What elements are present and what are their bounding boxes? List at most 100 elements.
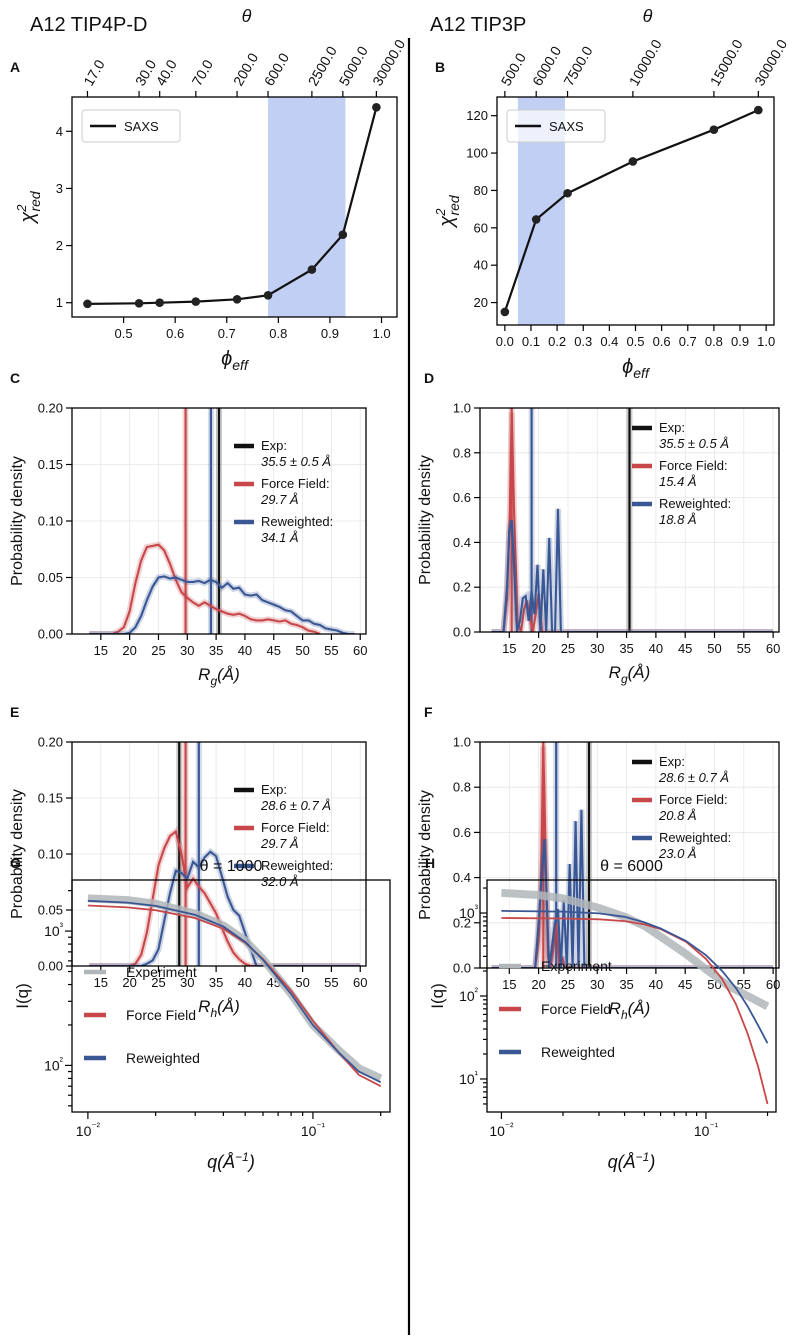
legend: Exp:28.6 ± 0.7 Å Force Field:20.8 Å Reweig… <box>632 754 731 861</box>
legend-label: Exp: <box>261 438 287 453</box>
chart-H: 10⁻² 10⁻¹ 10¹ 10² 10³ Experiment Force Field Re… <box>425 855 777 1172</box>
x-tick-label: 35 <box>209 643 223 658</box>
y-tick-label: 0.10 <box>38 514 63 529</box>
x-tick-label: 40 <box>238 975 252 990</box>
top-tick-label: 600.0 <box>261 50 292 89</box>
y-tick-label: 0.05 <box>38 903 63 918</box>
legend-value: 32.0 Å <box>261 874 299 889</box>
x-tick-label: 60 <box>353 643 367 658</box>
y-axis-label: Probability density <box>417 455 434 585</box>
top-tick-label: 70.0 <box>189 57 217 89</box>
y-tick-label: 0.0 <box>453 961 471 976</box>
panel-label-D: D <box>424 370 434 386</box>
y-axis-label: I(q) <box>13 983 32 1009</box>
x-tick-label: 25 <box>151 975 165 990</box>
x-tick-label: 0.7 <box>679 334 697 349</box>
x-tick-label: 55 <box>324 975 338 990</box>
y-tick-label: 0.00 <box>38 959 63 974</box>
top-tick-label: 17.0 <box>80 57 108 89</box>
x-tick-label: 0.8 <box>269 326 287 341</box>
x-tick-label: 0.7 <box>218 326 236 341</box>
legend-label: Experiment <box>126 964 197 980</box>
top-tick-label: 15000.0 <box>707 36 746 88</box>
data-point <box>338 230 348 240</box>
y-axis-label: χ2red <box>433 194 462 229</box>
panel-label-E: E <box>10 704 19 720</box>
top-tick-label: 40.0 <box>152 57 180 89</box>
x-tick-label: 30 <box>180 643 194 658</box>
panel-label-H: H <box>425 855 435 871</box>
legend-label: Exp: <box>261 782 287 797</box>
data-point <box>307 265 317 274</box>
x-tick-label: 60 <box>766 977 780 992</box>
data-point <box>263 290 273 300</box>
top-tick-label: 10000.0 <box>626 36 665 88</box>
legend-value: 35.5 ± 0.5 Å <box>659 436 729 451</box>
x-tick-label: 1.0 <box>757 334 775 349</box>
legend-value: 28.6 ± 0.7 Å <box>260 798 331 813</box>
y-tick-label: 0.8 <box>453 445 471 460</box>
y-tick-label: 3 <box>56 181 63 196</box>
y-tick-label: 0.2 <box>453 915 471 930</box>
x-tick-label: 15 <box>502 977 516 992</box>
y-tick-label: 0.15 <box>38 791 63 806</box>
chart-B: 0.0 0.1 0.2 0.3 0.4 0.5 0.6 0.7 0.8 0.9 1.0 20 40 60 8… <box>433 6 790 381</box>
chart-E: 15 20 25 30 35 40 45 50 55 600.000.050.100.150.20… <box>9 704 367 1020</box>
x-tick-label: 25 <box>561 977 575 992</box>
series-line-reweighted <box>501 910 769 1044</box>
legend-label: Reweighted: <box>261 514 333 529</box>
legend-label: Force Field <box>126 1007 196 1023</box>
y-tick-label: 10¹ <box>459 1070 479 1087</box>
top-axis-title: θ <box>242 6 252 26</box>
shaded-region <box>268 97 346 317</box>
data-point <box>628 157 638 166</box>
top-tick-label: 200.0 <box>230 50 261 89</box>
y-tick-label: 10³ <box>44 922 64 939</box>
header-left: A12 TIP4P-D <box>30 14 147 36</box>
legend: Exp:35.5 ± 0.5 Å Force Field:15.4 Å Reweig… <box>632 420 731 527</box>
x-tick-label: 1.0 <box>372 326 390 341</box>
x-tick-label: 0.6 <box>653 334 671 349</box>
x-tick-label: 0.9 <box>321 326 339 341</box>
data-point <box>191 297 201 306</box>
x-tick-label: 0.8 <box>705 334 723 349</box>
y-tick-label: 10² <box>459 987 479 1004</box>
legend-label: Force Field: <box>659 458 728 473</box>
y-axis-label: I(q) <box>428 983 447 1009</box>
y-tick-label: 10³ <box>459 904 479 921</box>
x-axis-label: Rh(Å) <box>198 997 240 1020</box>
x-axis-label: ϕeff <box>622 356 651 381</box>
legend-label: Reweighted <box>541 1044 615 1060</box>
chart-F: 15 20 25 30 35 40 45 50 55 600.00.20.40.60.81.0Ex… <box>417 704 780 1022</box>
x-tick-label: 0.4 <box>600 334 618 349</box>
x-tick-label: 50 <box>707 641 721 656</box>
legend-label: Reweighted: <box>261 858 333 873</box>
x-tick-label: 15 <box>94 643 108 658</box>
x-axis-label: Rh(Å) <box>609 999 651 1022</box>
top-tick-label: 30000.0 <box>369 36 408 88</box>
legend-label: Reweighted: <box>659 496 731 511</box>
data-point <box>134 298 144 308</box>
legend-label: Experiment <box>541 958 612 974</box>
x-tick-label: 0.1 <box>522 334 540 349</box>
legend-label: Exp: <box>659 754 685 769</box>
x-tick-label: 45 <box>678 977 692 992</box>
x-tick-label: 40 <box>238 643 252 658</box>
y-axis-label: χ2red <box>14 190 43 225</box>
chart-A: 0.5 0.6 0.7 0.8 0.9 1.0 1 2 3 4 17.0 30.040.0 70.0 20… <box>10 6 408 373</box>
data-point <box>563 188 572 198</box>
top-axis-title: θ <box>643 6 653 26</box>
x-tick-label: 30 <box>180 975 194 990</box>
axes-frame-G <box>71 879 391 1113</box>
top-tick-label: 30000.0 <box>751 36 790 88</box>
y-tick-label: 0.0 <box>453 625 471 640</box>
x-tick-label: 0.6 <box>166 326 184 341</box>
x-tick-label: 50 <box>295 975 309 990</box>
x-tick-label: 45 <box>678 641 692 656</box>
data-point <box>754 105 763 115</box>
legend-value: 29.7 Å <box>260 492 299 507</box>
x-axis-label: Rg(Å) <box>198 665 240 688</box>
series-line-force-field <box>491 412 774 632</box>
series-line-force-field <box>89 543 321 634</box>
axes-frame-H <box>486 879 777 1113</box>
